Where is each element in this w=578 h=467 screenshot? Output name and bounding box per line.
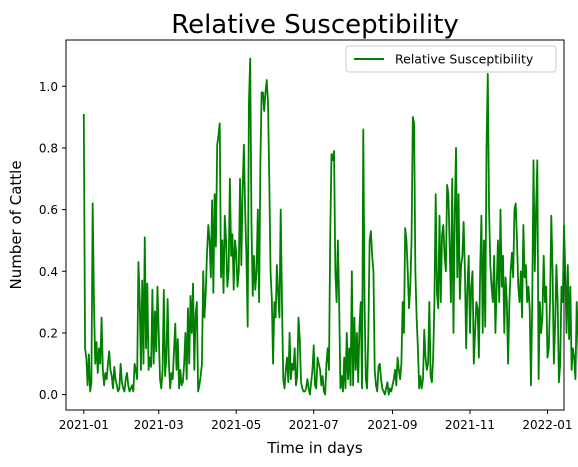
x-tick-label: 2021-09	[367, 418, 417, 432]
x-tick-label: 2021-05	[211, 418, 261, 432]
chart-title: Relative Susceptibility	[171, 10, 459, 40]
series-layer	[82, 57, 578, 396]
series-line	[82, 57, 578, 396]
y-axis-label: Number of Cattle	[7, 160, 25, 289]
legend-label: Relative Susceptibility	[395, 52, 534, 67]
y-axis: 0.0 0.2 0.4 0.6 0.8 1.0	[39, 80, 66, 402]
y-tick-label: 0.2	[39, 326, 58, 340]
y-tick-label: 0.6	[39, 203, 58, 217]
x-axis: 2021-01 2021-03 2021-05 2021-07 2021-09 2021-…	[59, 410, 573, 432]
x-tick-label: 2021-07	[289, 418, 339, 432]
legend-frame	[345, 45, 557, 73]
y-tick-label: 0.4	[39, 265, 58, 279]
x-tick-label: 2021-11	[445, 418, 495, 432]
y-tick-label: 0.8	[39, 141, 58, 155]
x-axis-label: Time in days	[266, 439, 363, 457]
y-tick-label: 0.0	[39, 388, 58, 402]
y-tick-label: 1.0	[39, 80, 58, 94]
x-tick-label: 2022-01	[522, 418, 572, 432]
x-tick-label: 2021-03	[134, 418, 184, 432]
x-tick-label: 2021-01	[59, 418, 109, 432]
legend: Relative Susceptibility	[345, 45, 557, 73]
